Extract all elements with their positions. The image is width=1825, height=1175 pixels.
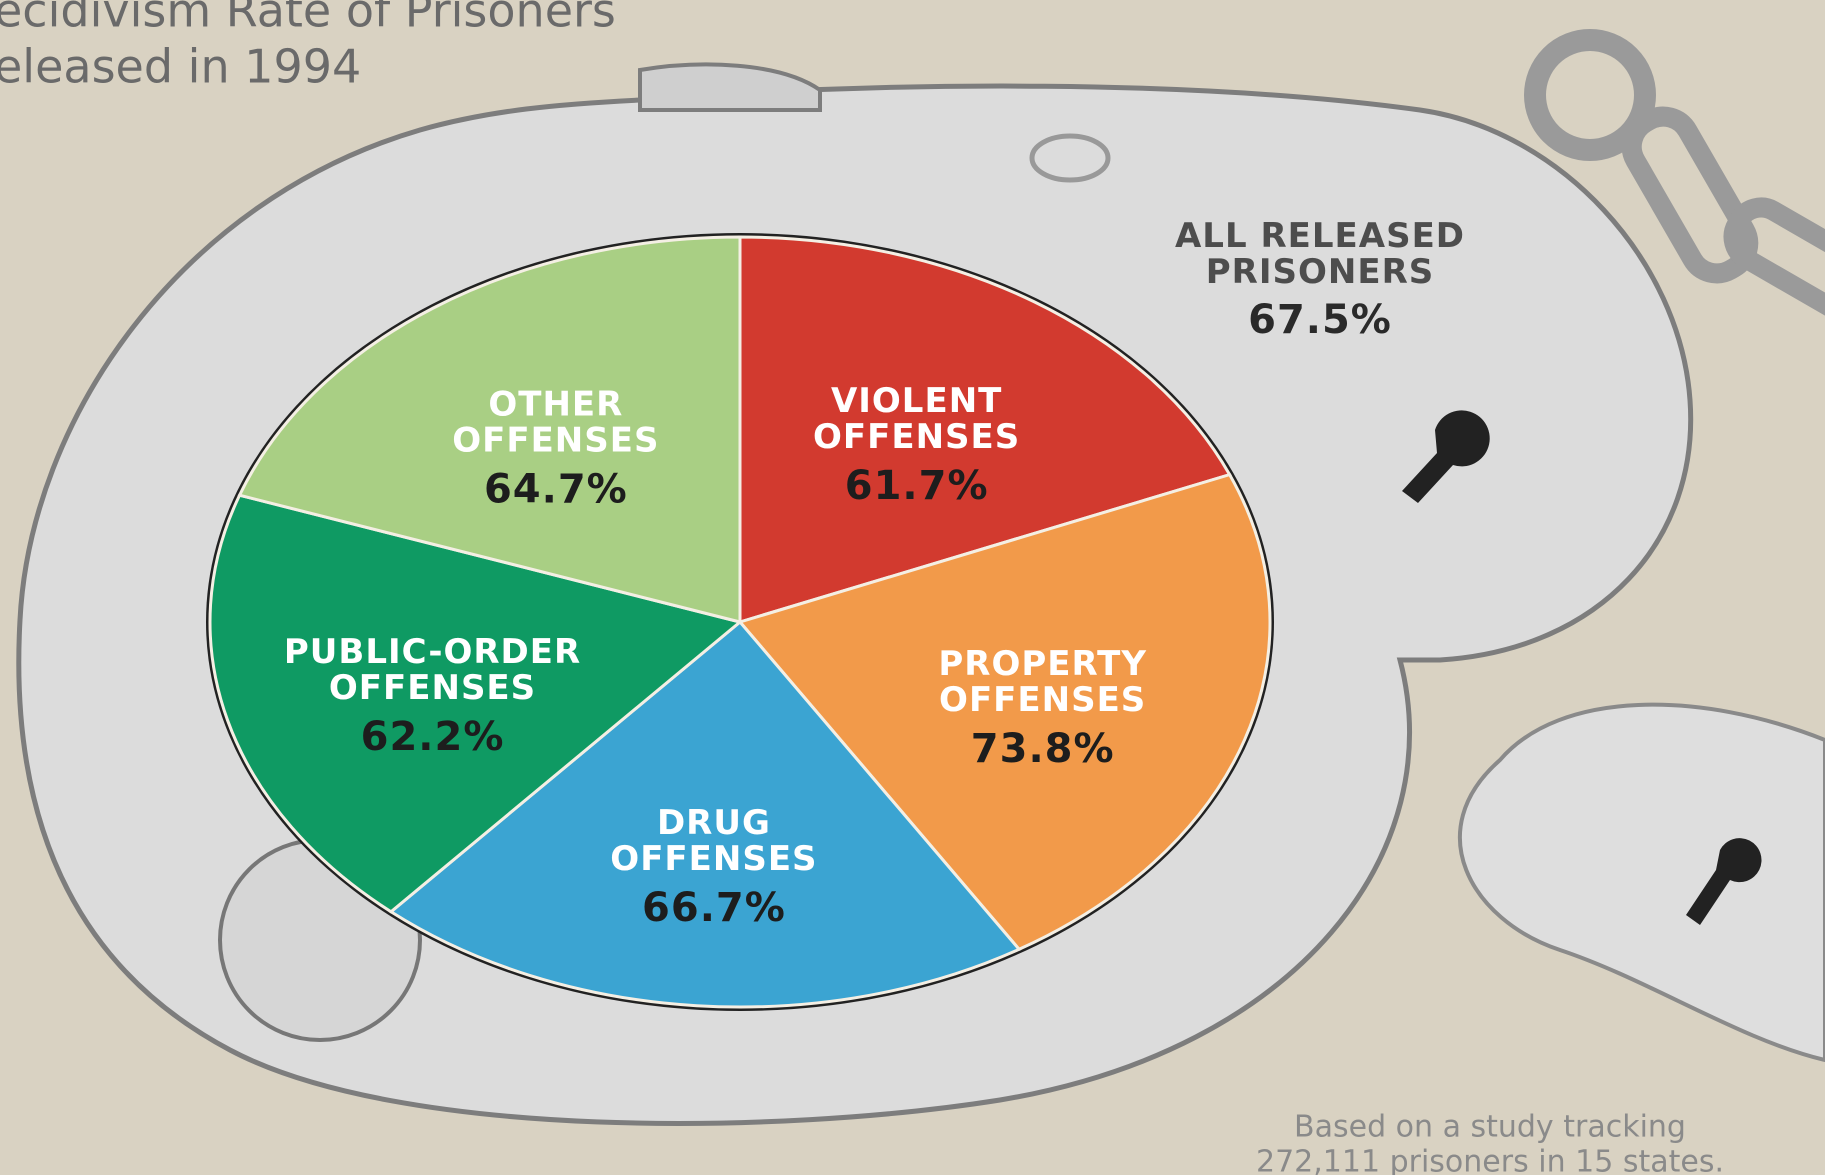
pie (206, 233, 1274, 1011)
slice-value: 64.7% (484, 467, 628, 513)
chain-ring (1524, 29, 1656, 161)
rivet (1029, 133, 1111, 183)
slice-label: PUBLIC-ORDER OFFENSES (284, 631, 581, 707)
cuff-ridge (638, 62, 822, 112)
pie-slice (737, 472, 1272, 952)
title-line: eleased in 1994 (0, 40, 361, 94)
footnote-line: Based on a study tracking (1294, 1110, 1686, 1145)
annotation-label: ALL RELEASED PRISONERS (1175, 216, 1465, 292)
slice-value: 66.7% (642, 885, 786, 931)
chain-link (1723, 197, 1825, 322)
second-cuff (1458, 702, 1825, 1063)
annotation-value: 67.5% (1248, 297, 1392, 343)
pie-slice (237, 235, 742, 624)
slice-value: 62.2% (361, 714, 505, 760)
chain-link (1621, 106, 1759, 284)
keyhole (1402, 410, 1490, 503)
slice-value: 73.8% (971, 726, 1115, 772)
title-line: ecidivism Rate of Prisoners (0, 0, 616, 38)
pie-slice (208, 493, 744, 914)
pie-slice (738, 235, 1232, 625)
keyhole (1686, 838, 1762, 925)
slice-label: DRUG OFFENSES (610, 803, 817, 879)
slice-label: VIOLENT OFFENSES (813, 380, 1020, 456)
slice-label: OTHER OFFENSES (452, 384, 659, 460)
slice-label: PROPERTY OFFENSES (938, 643, 1147, 719)
labels: VIOLENT OFFENSES 61.7% PROPERTY OFFENSES 73.8… (284, 380, 1147, 931)
footnote-line: 272,111 prisoners in 15 states. (1256, 1145, 1724, 1175)
slice-value: 61.7% (845, 463, 989, 509)
pie-slice (388, 619, 1022, 1009)
